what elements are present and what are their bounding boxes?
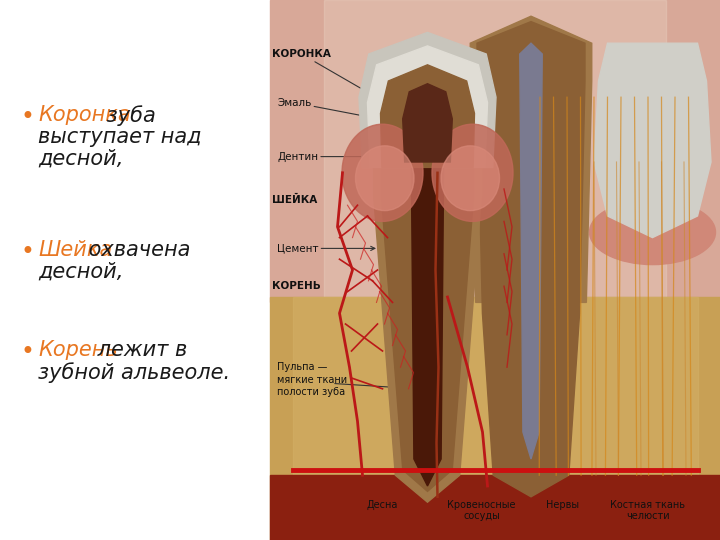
Text: десной,: десной,: [38, 262, 123, 282]
Polygon shape: [270, 297, 720, 540]
Text: Эмаль: Эмаль: [277, 98, 374, 119]
Polygon shape: [380, 65, 474, 167]
Polygon shape: [292, 297, 698, 540]
Polygon shape: [470, 16, 592, 302]
Text: лежит в: лежит в: [91, 340, 187, 360]
Text: КОРЕНЬ: КОРЕНЬ: [272, 281, 320, 291]
Polygon shape: [382, 162, 474, 491]
Text: •: •: [20, 105, 34, 129]
Text: ШЕЙКА: ШЕЙКА: [272, 195, 318, 205]
Ellipse shape: [356, 146, 414, 211]
Polygon shape: [520, 43, 542, 459]
Text: Цемент: Цемент: [277, 244, 375, 253]
Ellipse shape: [590, 200, 716, 265]
Polygon shape: [477, 22, 585, 497]
Text: Костная ткань
челюсти: Костная ткань челюсти: [611, 500, 685, 521]
Text: КОРОНКА: КОРОНКА: [272, 49, 392, 106]
Ellipse shape: [441, 146, 500, 211]
Ellipse shape: [432, 124, 513, 221]
Text: Нервы: Нервы: [546, 500, 579, 510]
Text: выступает над: выступает над: [38, 127, 202, 147]
Text: Корень: Корень: [38, 340, 117, 360]
Text: зуба: зуба: [99, 105, 156, 126]
Text: •: •: [20, 240, 34, 264]
Polygon shape: [270, 475, 720, 540]
Text: охвачена: охвачена: [82, 240, 190, 260]
Text: зубной альвеоле.: зубной альвеоле.: [38, 362, 230, 383]
Polygon shape: [324, 0, 666, 302]
Text: десной,: десной,: [38, 149, 123, 169]
Text: Коронка: Коронка: [38, 105, 130, 125]
Polygon shape: [270, 0, 720, 302]
Polygon shape: [359, 32, 496, 167]
Polygon shape: [594, 43, 711, 238]
Text: Шейка: Шейка: [38, 240, 112, 260]
Text: Кровеносные
сосуды: Кровеносные сосуды: [447, 500, 516, 521]
Text: Пульпа —
мягкие ткани
полости зуба: Пульпа — мягкие ткани полости зуба: [277, 362, 347, 397]
Polygon shape: [367, 46, 487, 167]
Ellipse shape: [342, 124, 423, 221]
Text: Дентин: Дентин: [277, 152, 381, 161]
Polygon shape: [411, 162, 444, 486]
Polygon shape: [402, 84, 452, 162]
Text: Десна: Десна: [366, 500, 398, 510]
Text: •: •: [20, 340, 34, 364]
Polygon shape: [374, 162, 482, 502]
